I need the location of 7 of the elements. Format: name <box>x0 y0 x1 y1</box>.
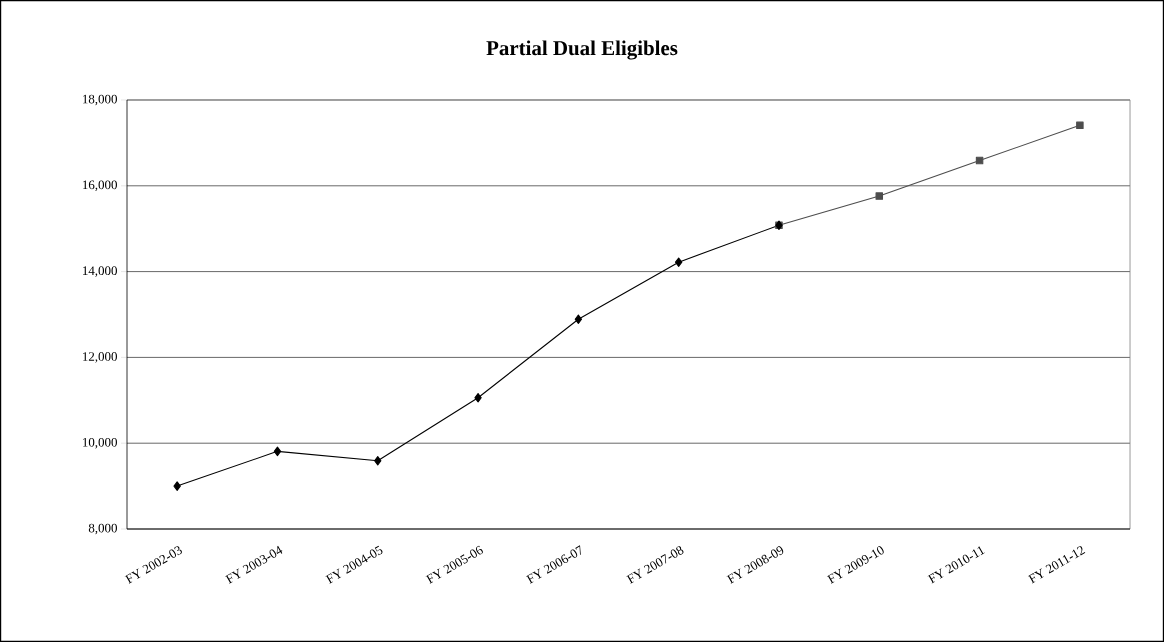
y-tick-label: 18,000 <box>83 94 117 106</box>
y-tick-label: 14,000 <box>83 266 117 277</box>
y-tick-label: 8,000 <box>88 523 117 535</box>
y-tick-label: 16,000 <box>83 180 117 192</box>
y-tick-label: 10,000 <box>83 437 117 449</box>
chart-title: Partial Dual Eligibles <box>486 40 678 60</box>
y-tick-label: 12,000 <box>83 352 117 363</box>
